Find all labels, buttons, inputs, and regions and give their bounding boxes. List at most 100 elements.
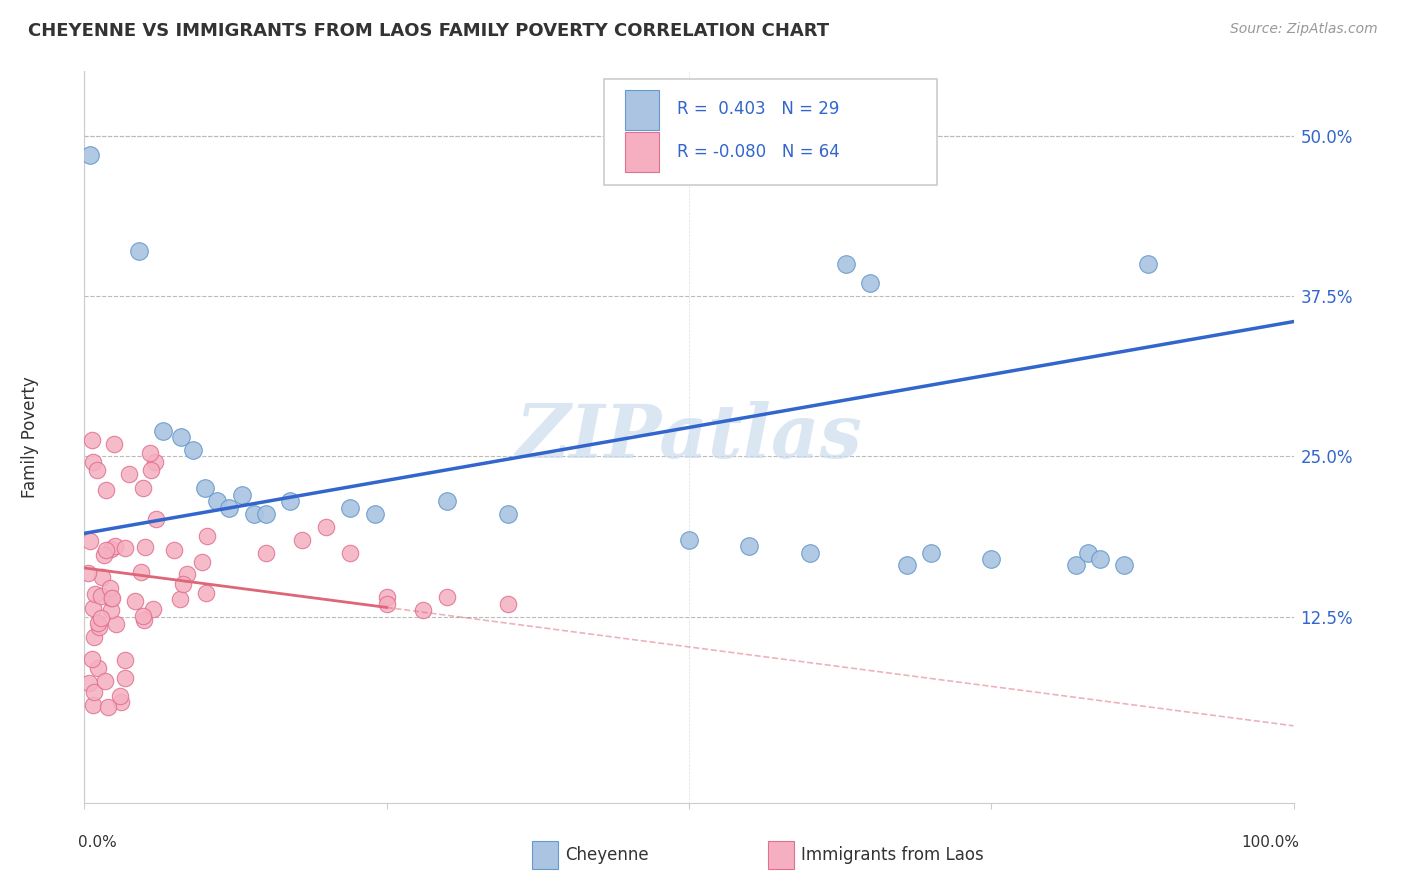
Text: Source: ZipAtlas.com: Source: ZipAtlas.com <box>1230 22 1378 37</box>
Text: Immigrants from Laos: Immigrants from Laos <box>801 847 984 864</box>
Point <box>920 545 942 559</box>
Point <box>195 529 218 543</box>
Point <box>143 455 166 469</box>
Point <box>82 652 104 666</box>
Point <box>176 567 198 582</box>
Point <box>93 549 115 563</box>
Point <box>103 437 125 451</box>
Point <box>124 594 146 608</box>
Point <box>375 591 398 605</box>
Bar <box>768 841 794 869</box>
Point <box>436 591 458 605</box>
Point <box>129 565 152 579</box>
Text: Cheyenne: Cheyenne <box>565 847 650 864</box>
Point <box>114 653 136 667</box>
Point <box>141 463 163 477</box>
Point <box>835 257 858 271</box>
Point <box>114 672 136 686</box>
Point <box>100 603 122 617</box>
Point <box>1088 552 1111 566</box>
Point <box>195 586 218 600</box>
Text: Family Poverty: Family Poverty <box>21 376 39 498</box>
Point <box>1137 257 1160 271</box>
Point <box>82 698 104 712</box>
Point <box>339 500 361 515</box>
Point <box>77 676 100 690</box>
Point <box>315 520 337 534</box>
Text: 100.0%: 100.0% <box>1241 835 1299 850</box>
Point <box>90 611 112 625</box>
Text: ZIPatlas: ZIPatlas <box>516 401 862 474</box>
Point <box>86 463 108 477</box>
Point <box>110 695 132 709</box>
Point <box>738 539 761 553</box>
Bar <box>531 841 558 869</box>
Point <box>83 630 105 644</box>
Point <box>375 597 398 611</box>
Point <box>98 581 121 595</box>
Point <box>82 455 104 469</box>
Point <box>1077 545 1099 559</box>
Point <box>134 613 156 627</box>
Point <box>87 620 110 634</box>
Point <box>242 507 264 521</box>
Point <box>1064 558 1087 573</box>
Point <box>170 430 193 444</box>
Point <box>678 533 700 547</box>
Point <box>254 507 277 521</box>
Point <box>100 591 122 606</box>
Point <box>132 481 155 495</box>
Point <box>278 494 301 508</box>
Point <box>169 592 191 607</box>
Point <box>145 512 167 526</box>
Point <box>799 545 821 559</box>
Point <box>163 543 186 558</box>
Point <box>128 244 150 258</box>
Point <box>231 488 253 502</box>
Point <box>104 539 127 553</box>
Point <box>80 433 103 447</box>
FancyBboxPatch shape <box>605 78 936 185</box>
Point <box>412 603 434 617</box>
Point <box>194 482 217 496</box>
Point <box>90 570 112 584</box>
Point <box>108 689 131 703</box>
Point <box>363 507 385 521</box>
Point <box>291 533 314 547</box>
Point <box>181 442 204 457</box>
Point <box>980 552 1002 566</box>
Text: 0.0%: 0.0% <box>79 835 117 850</box>
Text: R = -0.080   N = 64: R = -0.080 N = 64 <box>676 143 839 161</box>
Point <box>94 483 117 498</box>
Point <box>101 591 124 605</box>
Point <box>94 673 117 688</box>
Point <box>207 494 229 508</box>
Bar <box>624 132 659 172</box>
Point <box>339 545 361 559</box>
Point <box>138 446 160 460</box>
Point <box>496 597 519 611</box>
Point <box>100 541 122 556</box>
Text: R =  0.403   N = 29: R = 0.403 N = 29 <box>676 101 839 119</box>
Bar <box>624 90 659 130</box>
Point <box>87 661 110 675</box>
Point <box>1114 558 1136 573</box>
Point <box>118 467 141 482</box>
Point <box>96 543 118 558</box>
Point <box>142 602 165 616</box>
Point <box>859 276 882 290</box>
Point <box>218 500 240 515</box>
Point <box>82 600 104 615</box>
Point <box>254 545 277 559</box>
Point <box>79 534 101 549</box>
Point <box>134 540 156 554</box>
Point <box>83 685 105 699</box>
Point <box>79 148 101 162</box>
Point <box>89 589 111 603</box>
Point <box>87 615 110 630</box>
Point <box>496 507 519 521</box>
Point <box>172 576 194 591</box>
Point <box>104 616 127 631</box>
Point <box>114 541 136 555</box>
Point <box>152 424 174 438</box>
